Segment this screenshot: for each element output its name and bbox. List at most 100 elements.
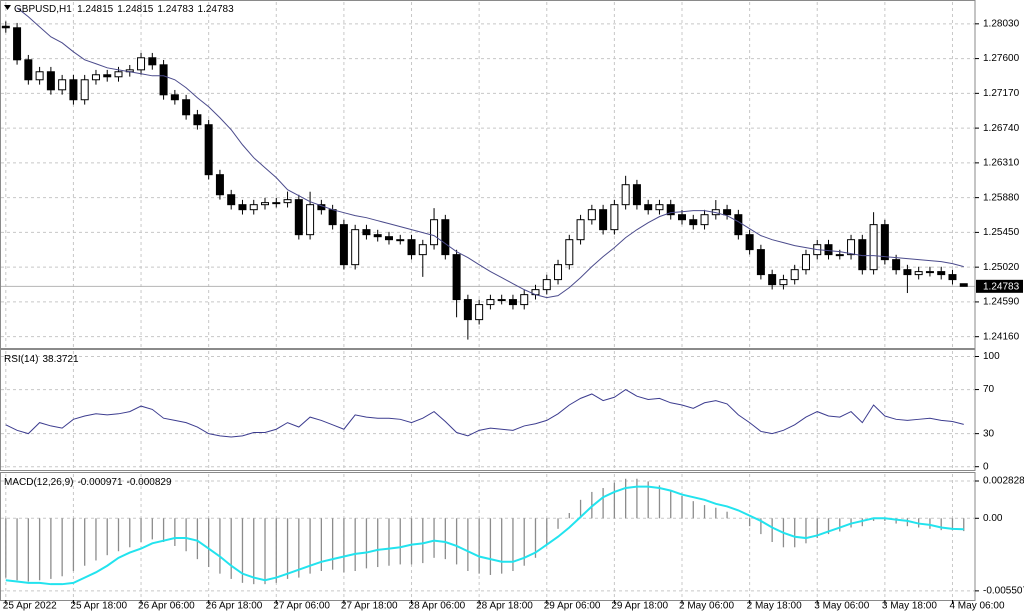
candle-body <box>644 204 653 211</box>
macd-header: MACD(12,26,9) -0.000971 -0.000829 <box>4 477 172 488</box>
y-tick-label: 1.24590 <box>983 297 1020 308</box>
candle-body <box>937 271 946 276</box>
y-tick-label: 30 <box>983 428 995 439</box>
candle-body <box>599 209 608 231</box>
header-close: 1.24783 <box>198 4 235 15</box>
candle-body <box>768 274 777 286</box>
candle-body <box>475 304 484 321</box>
panel-frame <box>0 0 976 349</box>
rsi-header: RSI(14) 38.3721 <box>4 354 79 365</box>
candle-body <box>678 214 686 221</box>
candle-body <box>362 229 371 236</box>
y-tick-label: 1.26740 <box>983 123 1020 134</box>
candle-body <box>328 209 337 226</box>
candle-body <box>193 114 202 126</box>
y-tick-label: 1.26310 <box>983 158 1020 169</box>
candle-body <box>779 279 788 286</box>
candle-body <box>35 71 44 81</box>
candle-body <box>463 299 472 321</box>
x-tick-label: 3 May 18:00 <box>882 601 937 612</box>
candle-body <box>69 79 78 101</box>
candle-body <box>91 74 100 81</box>
header-high: 1.24815 <box>117 4 154 15</box>
panel-frame <box>0 472 976 601</box>
candle-body <box>587 209 596 221</box>
rsi-line <box>5 388 964 438</box>
candle-body <box>227 194 236 206</box>
x-tick-label: 29 Apr 06:00 <box>544 601 601 612</box>
y-tick-label: 100 <box>983 351 1000 362</box>
panel-frame <box>0 349 976 471</box>
candle-body <box>542 279 551 291</box>
candle-body <box>880 224 889 261</box>
candle-body <box>261 202 270 206</box>
candle-body <box>847 239 856 256</box>
current-price-label: 1.24783 <box>983 281 1020 292</box>
symbol-title: GBPUSD,H1 <box>14 4 72 15</box>
candle-body <box>914 271 923 276</box>
candle-body <box>114 71 123 78</box>
candle-body <box>170 94 179 101</box>
candle-body <box>182 99 191 116</box>
candle-body <box>294 199 303 236</box>
candle-body <box>655 204 664 211</box>
candle-body <box>723 209 732 216</box>
candle-body <box>13 27 22 61</box>
macd-title: MACD(12,26,9) <box>4 477 73 488</box>
y-tick-label: 1.28030 <box>983 18 1020 29</box>
candle-body <box>80 79 89 101</box>
candle-body <box>373 234 382 238</box>
candle-body <box>272 202 281 205</box>
candle-body <box>666 204 675 216</box>
y-tick-label: 1.27170 <box>983 88 1020 99</box>
candle-body <box>249 204 258 211</box>
candle-body <box>700 214 709 226</box>
y-tick-label: 1.25880 <box>983 192 1020 203</box>
moving-average-line <box>16 7 964 299</box>
candle-body <box>396 239 405 242</box>
header-low: 1.24783 <box>157 4 194 15</box>
x-tick-label: 3 May 06:00 <box>814 601 869 612</box>
candle-body <box>215 174 224 196</box>
candle-body <box>418 244 427 256</box>
candle-body <box>689 219 698 226</box>
rsi-current: 38.3721 <box>42 354 79 365</box>
candle-body <box>103 74 112 78</box>
candle-body <box>137 57 146 71</box>
y-tick-label: 0.002828 <box>983 476 1024 487</box>
main-header: GBPUSD,H1 1.24815 1.24815 1.24783 1.24783 <box>14 4 234 15</box>
y-tick-label: 1.27600 <box>983 53 1020 64</box>
macd-signal-line <box>5 485 964 586</box>
candle-body <box>24 59 33 81</box>
x-tick-label: 26 Apr 18:00 <box>206 601 263 612</box>
candle-body <box>384 236 393 241</box>
candle-body <box>948 274 957 281</box>
y-tick-label: 1.25020 <box>983 262 1020 273</box>
candle-body <box>441 219 450 256</box>
candle-body <box>148 57 157 66</box>
y-tick-label: 1.25450 <box>983 227 1020 238</box>
symbol-menu-icon[interactable] <box>4 5 11 10</box>
candle-body <box>508 299 517 306</box>
candle-body <box>430 219 439 246</box>
x-tick-label: 28 Apr 06:00 <box>409 601 466 612</box>
candle-body <box>306 204 315 236</box>
rsi-title: RSI(14) <box>4 354 38 365</box>
candle-body <box>497 299 506 302</box>
candle-body <box>1 25 10 29</box>
candle-body <box>351 229 360 266</box>
candle-body <box>46 71 55 91</box>
candle-body <box>869 224 878 271</box>
y-tick-label: 0.00 <box>983 513 1003 524</box>
x-tick-label: 2 May 06:00 <box>679 601 734 612</box>
candle-body <box>610 204 619 231</box>
candle-body <box>204 124 213 176</box>
candle-body <box>576 219 585 241</box>
x-tick-label: 26 Apr 06:00 <box>138 601 195 612</box>
candle-body <box>452 254 461 301</box>
header-open: 1.24815 <box>77 4 114 15</box>
x-tick-label: 29 Apr 18:00 <box>611 601 668 612</box>
x-tick-label: 25 Apr 18:00 <box>70 601 127 612</box>
